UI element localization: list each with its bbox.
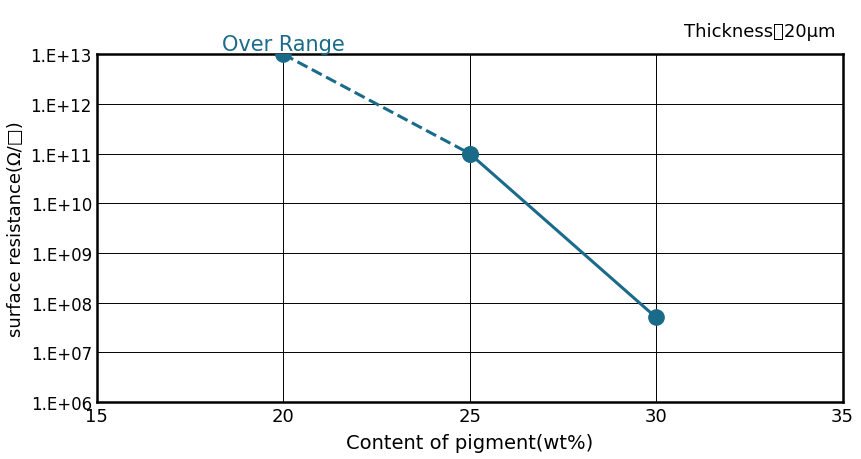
X-axis label: Content of pigment(wt%): Content of pigment(wt%) (346, 433, 593, 452)
Y-axis label: surface resistance(Ω/□): surface resistance(Ω/□) (7, 121, 25, 336)
Text: Over Range: Over Range (222, 35, 344, 55)
Text: Thickness：20μm: Thickness：20μm (684, 23, 835, 41)
